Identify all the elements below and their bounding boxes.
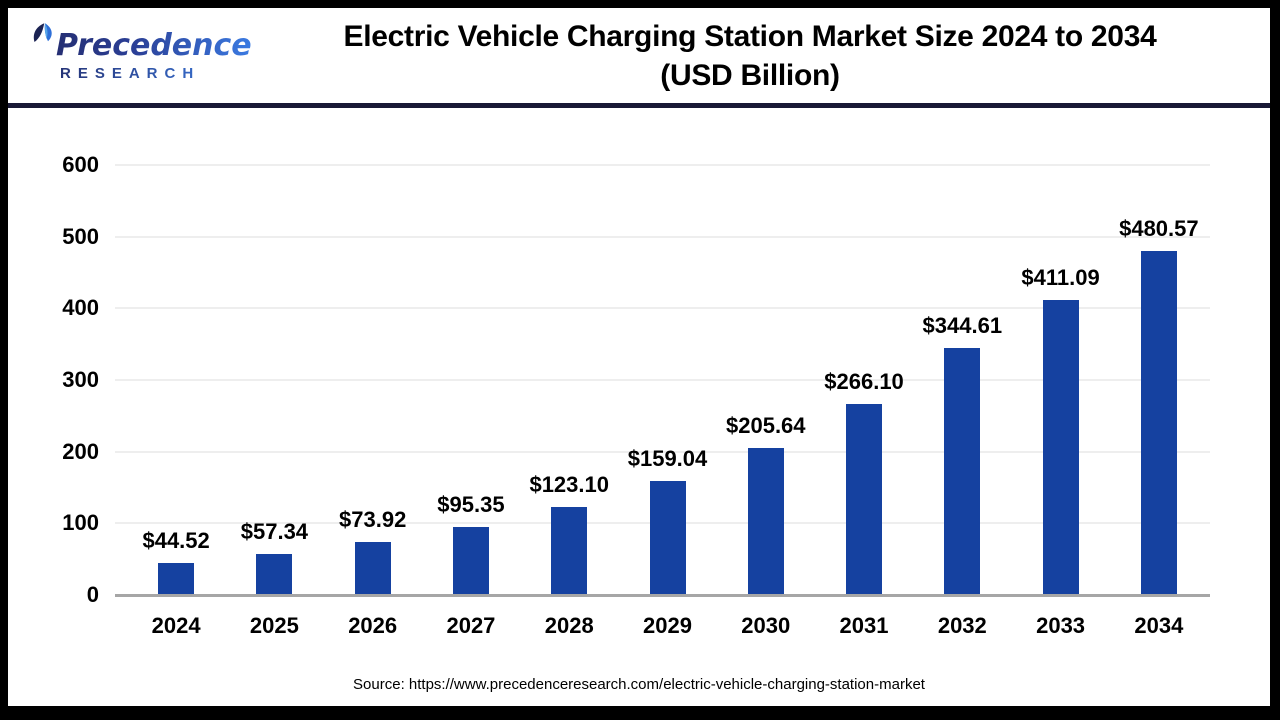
- bar-2029: [649, 481, 686, 595]
- chart-title: Electric Vehicle Charging Station Market…: [258, 17, 1270, 95]
- bar-2024: [158, 563, 195, 595]
- brand-subtitle: RESEARCH: [32, 65, 258, 82]
- y-tick-label: 0: [86, 582, 99, 607]
- bar-2033: [1042, 300, 1079, 595]
- x-tick-label: 2027: [446, 613, 496, 638]
- chart-title-line2: (USD Billion): [660, 58, 840, 92]
- bar-2034: [1140, 250, 1177, 595]
- y-tick-label: 400: [62, 295, 99, 321]
- y-tick-label: 500: [62, 223, 99, 249]
- bar-value-label: $57.34: [240, 518, 309, 544]
- bar-value-label: $95.35: [437, 491, 505, 517]
- chart-area: 0 100 200 300 400 500 600 $44.52 $57.34 $73.92 $9…: [8, 108, 1270, 705]
- gridline: [115, 450, 1210, 453]
- bar-2027: [452, 526, 489, 595]
- plot-area: $44.52 $57.34 $73.92 $95.35 $123.10 $159.04 $2…: [115, 164, 1210, 595]
- bar-2025: [256, 553, 293, 595]
- x-tick-label: 2034: [1134, 613, 1184, 638]
- bar-value-label: $159.04: [627, 446, 708, 472]
- x-axis-line: [115, 594, 1210, 597]
- bar-2031: [846, 404, 883, 595]
- source-citation: Source: https://www.precedenceresearch.c…: [353, 676, 925, 693]
- x-axis: 2024 2025 2026 2027 2028 2029 2030 2031 2032 2033…: [115, 613, 1210, 643]
- y-tick-label: 300: [62, 367, 99, 392]
- chart-title-line1: Electric Vehicle Charging Station Market…: [343, 19, 1157, 53]
- x-tick-label: 2028: [544, 613, 594, 638]
- gridline: [115, 235, 1210, 238]
- bar-value-label: $344.61: [922, 313, 1003, 339]
- y-axis: 0 100 200 300 400 500 600: [8, 108, 115, 705]
- bar-value-label: $73.92: [339, 507, 407, 533]
- x-tick-label: 2030: [741, 613, 791, 638]
- gridline: [115, 379, 1210, 381]
- x-tick-label: 2029: [643, 613, 692, 638]
- bar-2030: [747, 447, 784, 595]
- bar-2028: [551, 506, 588, 595]
- bar-value-label: $266.10: [824, 369, 904, 395]
- x-tick-label: 2033: [1036, 613, 1086, 638]
- bar-2032: [944, 348, 981, 595]
- bar-value-label: $205.64: [726, 412, 806, 438]
- bar-value-label: $44.52: [142, 528, 210, 554]
- gridline: [115, 307, 1210, 310]
- bar-2026: [354, 542, 391, 595]
- y-tick-label: 200: [62, 438, 99, 464]
- bar-value-label: $480.57: [1119, 215, 1199, 241]
- bar-value-label: $123.10: [529, 471, 609, 497]
- header: Precedence RESEARCH Electric Vehicle Cha…: [8, 8, 1270, 108]
- leaf-icon: [33, 23, 52, 42]
- x-tick-label: 2032: [937, 613, 987, 638]
- bar-value-label: $411.09: [1021, 265, 1100, 291]
- x-tick-label: 2026: [348, 613, 398, 638]
- brand-logo: Precedence RESEARCH: [8, 23, 258, 82]
- brand-name: Precedence: [32, 29, 258, 63]
- y-tick-label: 100: [62, 510, 99, 536]
- x-tick-label: 2031: [839, 613, 889, 638]
- y-tick-label: 600: [62, 152, 99, 177]
- gridline: [115, 164, 1210, 166]
- x-tick-label: 2025: [249, 613, 299, 638]
- x-tick-label: 2024: [151, 613, 201, 638]
